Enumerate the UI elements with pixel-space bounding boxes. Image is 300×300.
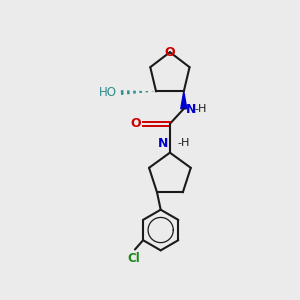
Text: HO: HO: [99, 85, 117, 99]
Text: O: O: [165, 46, 175, 59]
Text: N: N: [186, 103, 196, 116]
Text: -H: -H: [177, 138, 190, 148]
Text: N: N: [158, 137, 168, 150]
Text: -H: -H: [195, 104, 207, 114]
Text: Cl: Cl: [128, 252, 140, 265]
Polygon shape: [181, 92, 187, 109]
Text: O: O: [130, 117, 141, 130]
